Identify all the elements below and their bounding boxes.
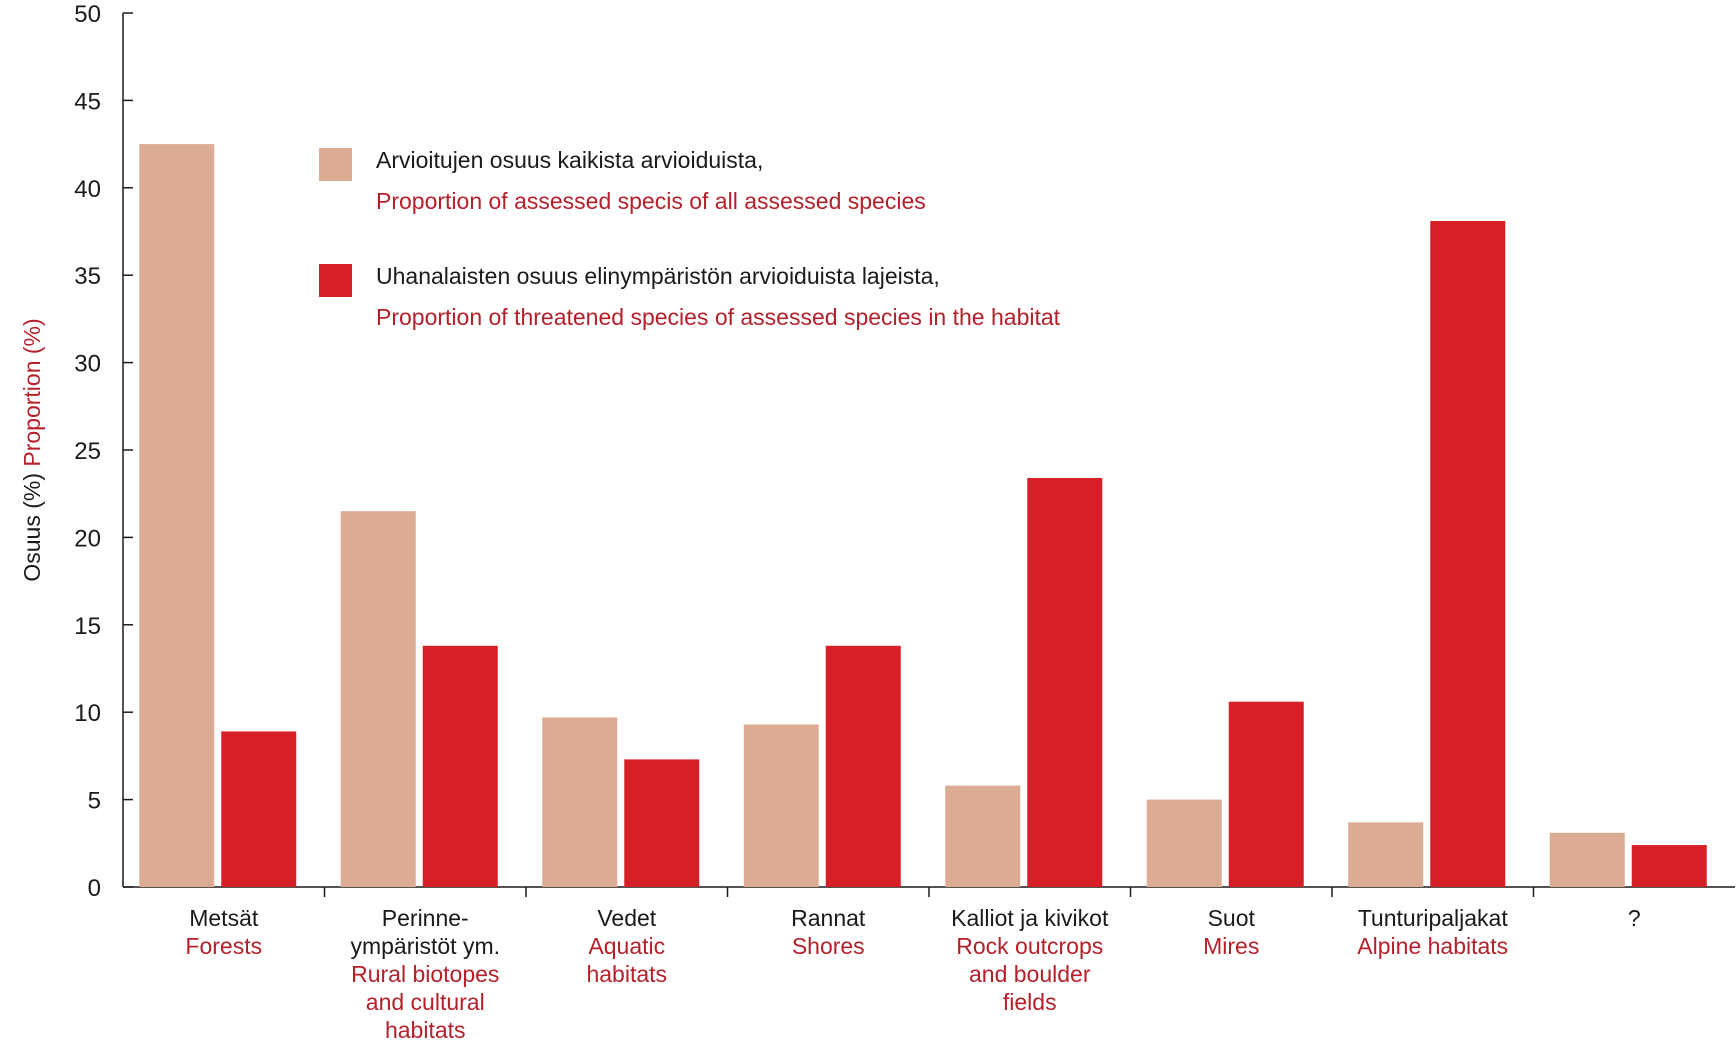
legend-swatch-0	[319, 148, 352, 181]
category-label-en: habitats	[586, 961, 667, 987]
bar-threatened-3	[825, 645, 901, 887]
y-axis-title-fi: Osuus (%)	[19, 467, 45, 582]
legend-label-fi-1: Uhanalaisten osuus elinympäristön arvioi…	[376, 263, 940, 289]
bar-assessed-5	[1146, 799, 1222, 887]
bar-assessed-6	[1348, 822, 1424, 887]
y-tick-label: 40	[74, 176, 101, 203]
category-label-en: Forests	[185, 933, 262, 959]
bar-assessed-3	[743, 724, 819, 887]
category-label-en: Rock outcrops	[956, 933, 1103, 959]
category-label-en: Mires	[1203, 933, 1259, 959]
category-label-en: Shores	[792, 933, 865, 959]
category-label-fi: Vedet	[597, 905, 656, 931]
y-axis-title: Osuus (%) Proportion (%)	[19, 318, 45, 581]
category-label-fi: Kalliot ja kivikot	[951, 905, 1109, 931]
y-tick-label: 5	[88, 788, 101, 815]
y-tick-label: 35	[74, 263, 101, 290]
y-tick-label: 45	[74, 88, 101, 115]
y-axis-title-en: Proportion (%)	[19, 318, 45, 466]
y-tick-label: 10	[74, 700, 101, 727]
bar-assessed-7	[1549, 832, 1625, 887]
y-tick-label: 50	[74, 1, 101, 28]
category-label-en: habitats	[385, 1017, 466, 1040]
bar-threatened-2	[624, 759, 700, 887]
legend-label-en-1: Proportion of threatened species of asse…	[376, 304, 1061, 330]
category-label-en: and cultural	[366, 989, 485, 1015]
category-label-en: and boulder	[969, 961, 1091, 987]
bar-assessed-4	[945, 785, 1021, 887]
category-label-fi: Suot	[1208, 905, 1256, 931]
bar-threatened-7	[1631, 845, 1707, 887]
y-tick-label: 30	[74, 351, 101, 378]
category-label-fi: ?	[1628, 905, 1641, 931]
bar-threatened-5	[1228, 701, 1304, 887]
bar-threatened-4	[1027, 477, 1103, 887]
category-label-en: Aquatic	[588, 933, 665, 959]
y-tick-label: 20	[74, 525, 101, 552]
y-tick-label: 15	[74, 613, 101, 640]
legend-label-en-0: Proportion of assessed specis of all ass…	[376, 188, 926, 214]
bar-threatened-0	[221, 731, 297, 887]
legend-label-fi-0: Arvioitujen osuus kaikista arvioiduista,	[376, 147, 763, 173]
y-tick-label: 25	[74, 438, 101, 465]
bar-threatened-6	[1430, 221, 1506, 888]
legend-swatch-1	[319, 264, 352, 297]
bar-assessed-2	[542, 717, 618, 887]
category-label-fi: ympäristöt ym.	[350, 933, 500, 959]
y-tick-label: 0	[88, 875, 101, 902]
category-label-fi: Rannat	[791, 905, 866, 931]
bar-assessed-1	[340, 511, 416, 887]
bar-threatened-1	[422, 645, 498, 887]
category-label-fi: Tunturipaljakat	[1358, 905, 1509, 931]
category-label-en: Rural biotopes	[351, 961, 499, 987]
category-label-fi: Perinne-	[382, 905, 469, 931]
bar-assessed-0	[139, 144, 215, 888]
category-label-en: Alpine habitats	[1357, 933, 1508, 959]
category-label-en: fields	[1003, 989, 1057, 1015]
category-label-fi: Metsät	[189, 905, 259, 931]
